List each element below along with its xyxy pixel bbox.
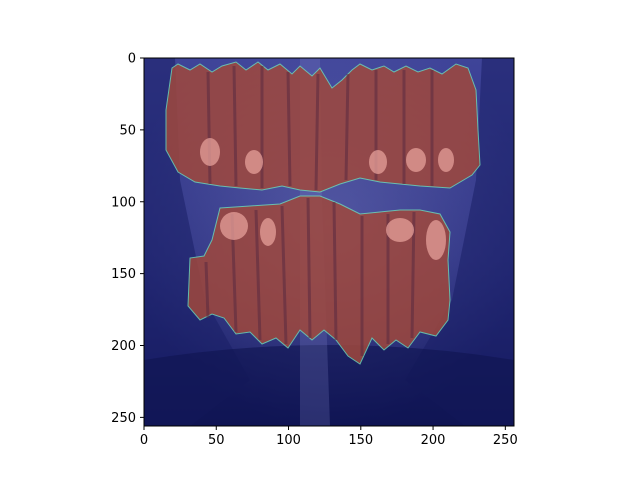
y-tick-label: 100	[111, 195, 136, 210]
x-tick-label: 150	[348, 433, 373, 448]
x-tick-label: 50	[208, 433, 225, 448]
y-tick-label: 200	[111, 339, 136, 354]
y-axis: 0 50 100 150 200 250	[111, 52, 144, 426]
plot-frame	[143, 57, 515, 427]
x-tick-label: 250	[493, 433, 518, 448]
upper-teeth-mask	[165, 61, 481, 193]
x-tick-label: 100	[276, 433, 301, 448]
crown-highlights	[200, 138, 454, 260]
segmentation-overlay	[165, 61, 481, 365]
x-axis: 0 50 100 150 200 250	[140, 426, 518, 448]
y-tick-label: 250	[111, 411, 136, 426]
y-tick-label: 50	[119, 123, 136, 138]
y-tick-label: 0	[128, 52, 136, 67]
lower-teeth-mask	[187, 195, 451, 365]
x-tick-label: 0	[140, 433, 148, 448]
x-tick-label: 200	[421, 433, 446, 448]
y-tick-label: 150	[111, 267, 136, 282]
